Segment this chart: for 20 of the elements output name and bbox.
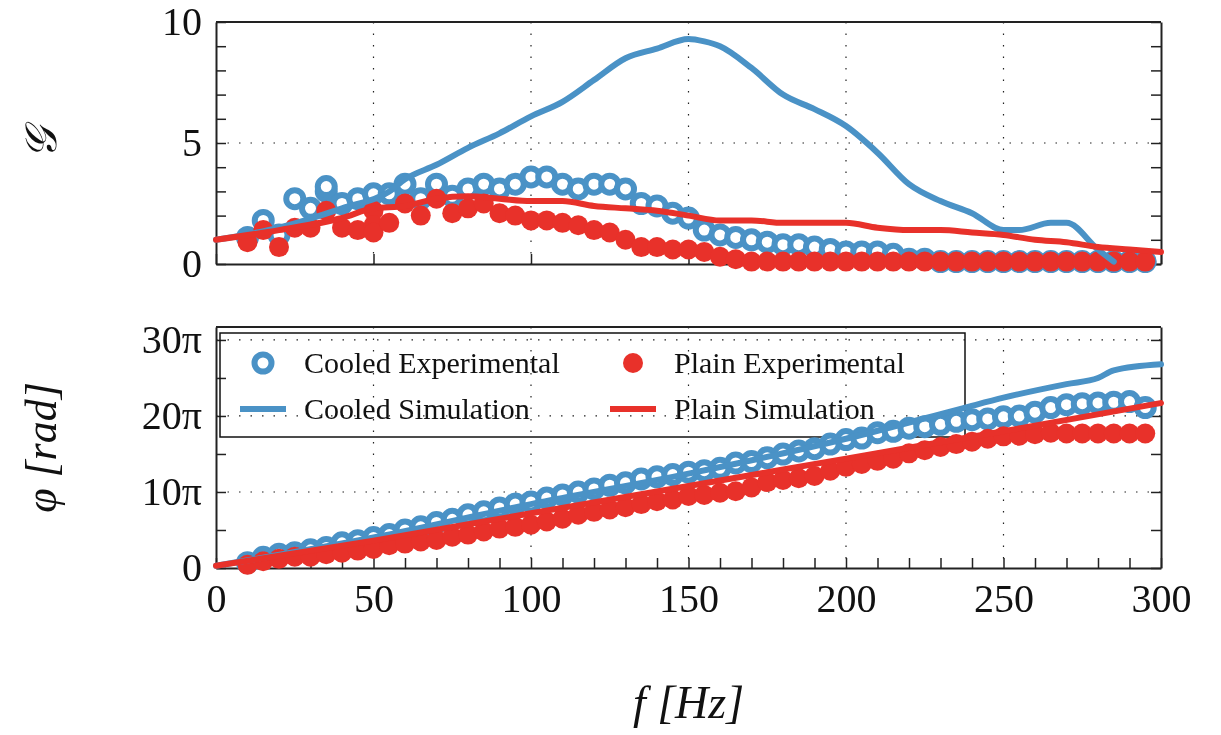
x-tick-label: 200	[816, 576, 877, 622]
y-axis-title: φ [rad]	[17, 382, 66, 513]
y-tick-label: 0	[182, 545, 202, 591]
legend-label: Plain Experimental	[674, 346, 905, 379]
legend-label: Plain Simulation	[674, 392, 875, 425]
legend-label: Cooled Experimental	[304, 346, 560, 379]
x-tick-label: 100	[501, 576, 562, 622]
x-tick-label: 300	[1131, 576, 1192, 622]
y-axis-title: 𝒢	[17, 120, 66, 159]
x-tick-label: 250	[974, 576, 1034, 622]
y-tick-label: 20π	[141, 393, 202, 439]
y-tick-label: 0	[182, 241, 202, 287]
x-tick-label: 50	[354, 576, 394, 622]
y-tick-label: 5	[182, 120, 202, 166]
legend-label: Cooled Simulation	[304, 392, 530, 425]
y-tick-label: 10	[162, 0, 202, 45]
y-tick-label: 30π	[141, 317, 202, 363]
x-axis-title: f [Hz]	[632, 677, 745, 728]
y-tick-label: 10π	[141, 469, 202, 515]
x-tick-label: 150	[659, 576, 719, 622]
